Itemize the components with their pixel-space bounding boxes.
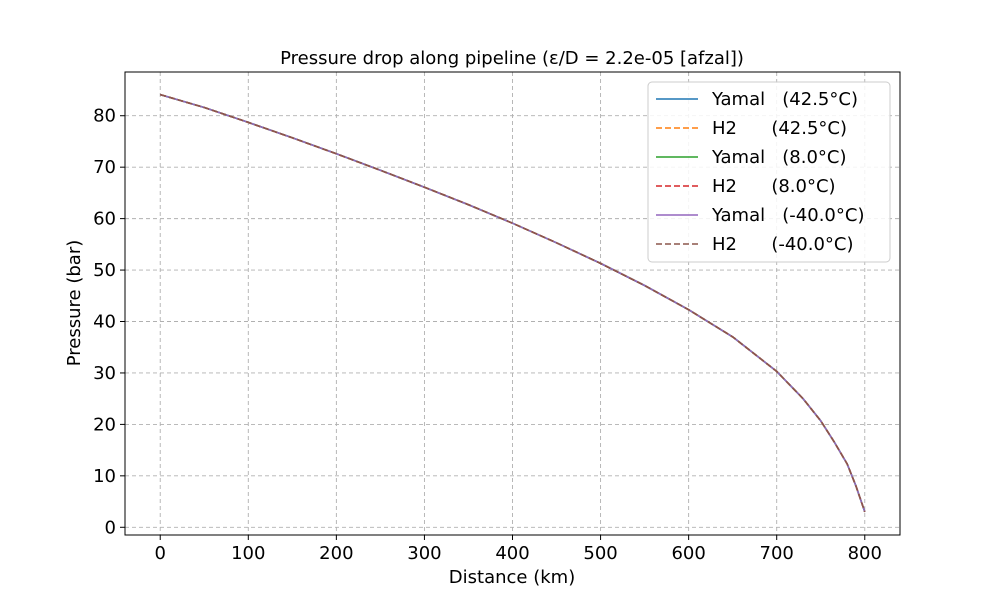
x-tick-label: 300 [407, 543, 441, 564]
legend-label: Yamal (8.0°C) [711, 147, 847, 168]
legend-label: H2 (42.5°C) [712, 118, 847, 139]
legend-label: H2 (-40.0°C) [712, 234, 854, 255]
legend: Yamal (42.5°C) H2 (42.5°C) Yamal (8.0°C) H2… [647, 81, 891, 263]
legend-label: H2 (8.0°C) [712, 176, 836, 197]
chart-title: Pressure drop along pipeline (ε/D = 2.2e… [280, 48, 744, 69]
legend-box [647, 81, 891, 263]
y-tick-label: 50 [93, 260, 116, 281]
y-tick-label: 20 [93, 414, 116, 435]
x-tick-label: 800 [848, 543, 882, 564]
y-tick-label: 10 [93, 466, 116, 487]
legend-label: Yamal (-40.0°C) [711, 205, 864, 226]
y-tick-label: 60 [93, 209, 116, 230]
x-tick-label: 700 [760, 543, 794, 564]
y-axis-label: Pressure (bar) [64, 240, 85, 366]
y-tick-label: 0 [105, 517, 116, 538]
x-tick-label: 100 [231, 543, 265, 564]
grid [125, 72, 900, 535]
x-tick-label: 600 [671, 543, 705, 564]
series-lines [159, 93, 866, 513]
x-axis-ticks: 0 100 200 300 400 500 600 700 800 [155, 535, 882, 564]
y-tick-label: 30 [93, 363, 116, 384]
y-axis-ticks: 0 10 20 30 40 50 60 70 80 [93, 106, 125, 538]
legend-label: Yamal (42.5°C) [711, 89, 858, 110]
y-tick-label: 70 [93, 157, 116, 178]
x-tick-label: 500 [583, 543, 617, 564]
x-tick-label: 200 [319, 543, 353, 564]
x-tick-label: 400 [495, 543, 529, 564]
x-tick-label: 0 [155, 543, 166, 564]
series-line-6 [159, 93, 866, 513]
y-tick-label: 40 [93, 312, 116, 333]
y-tick-label: 80 [93, 106, 116, 127]
x-axis-label: Distance (km) [449, 567, 575, 588]
